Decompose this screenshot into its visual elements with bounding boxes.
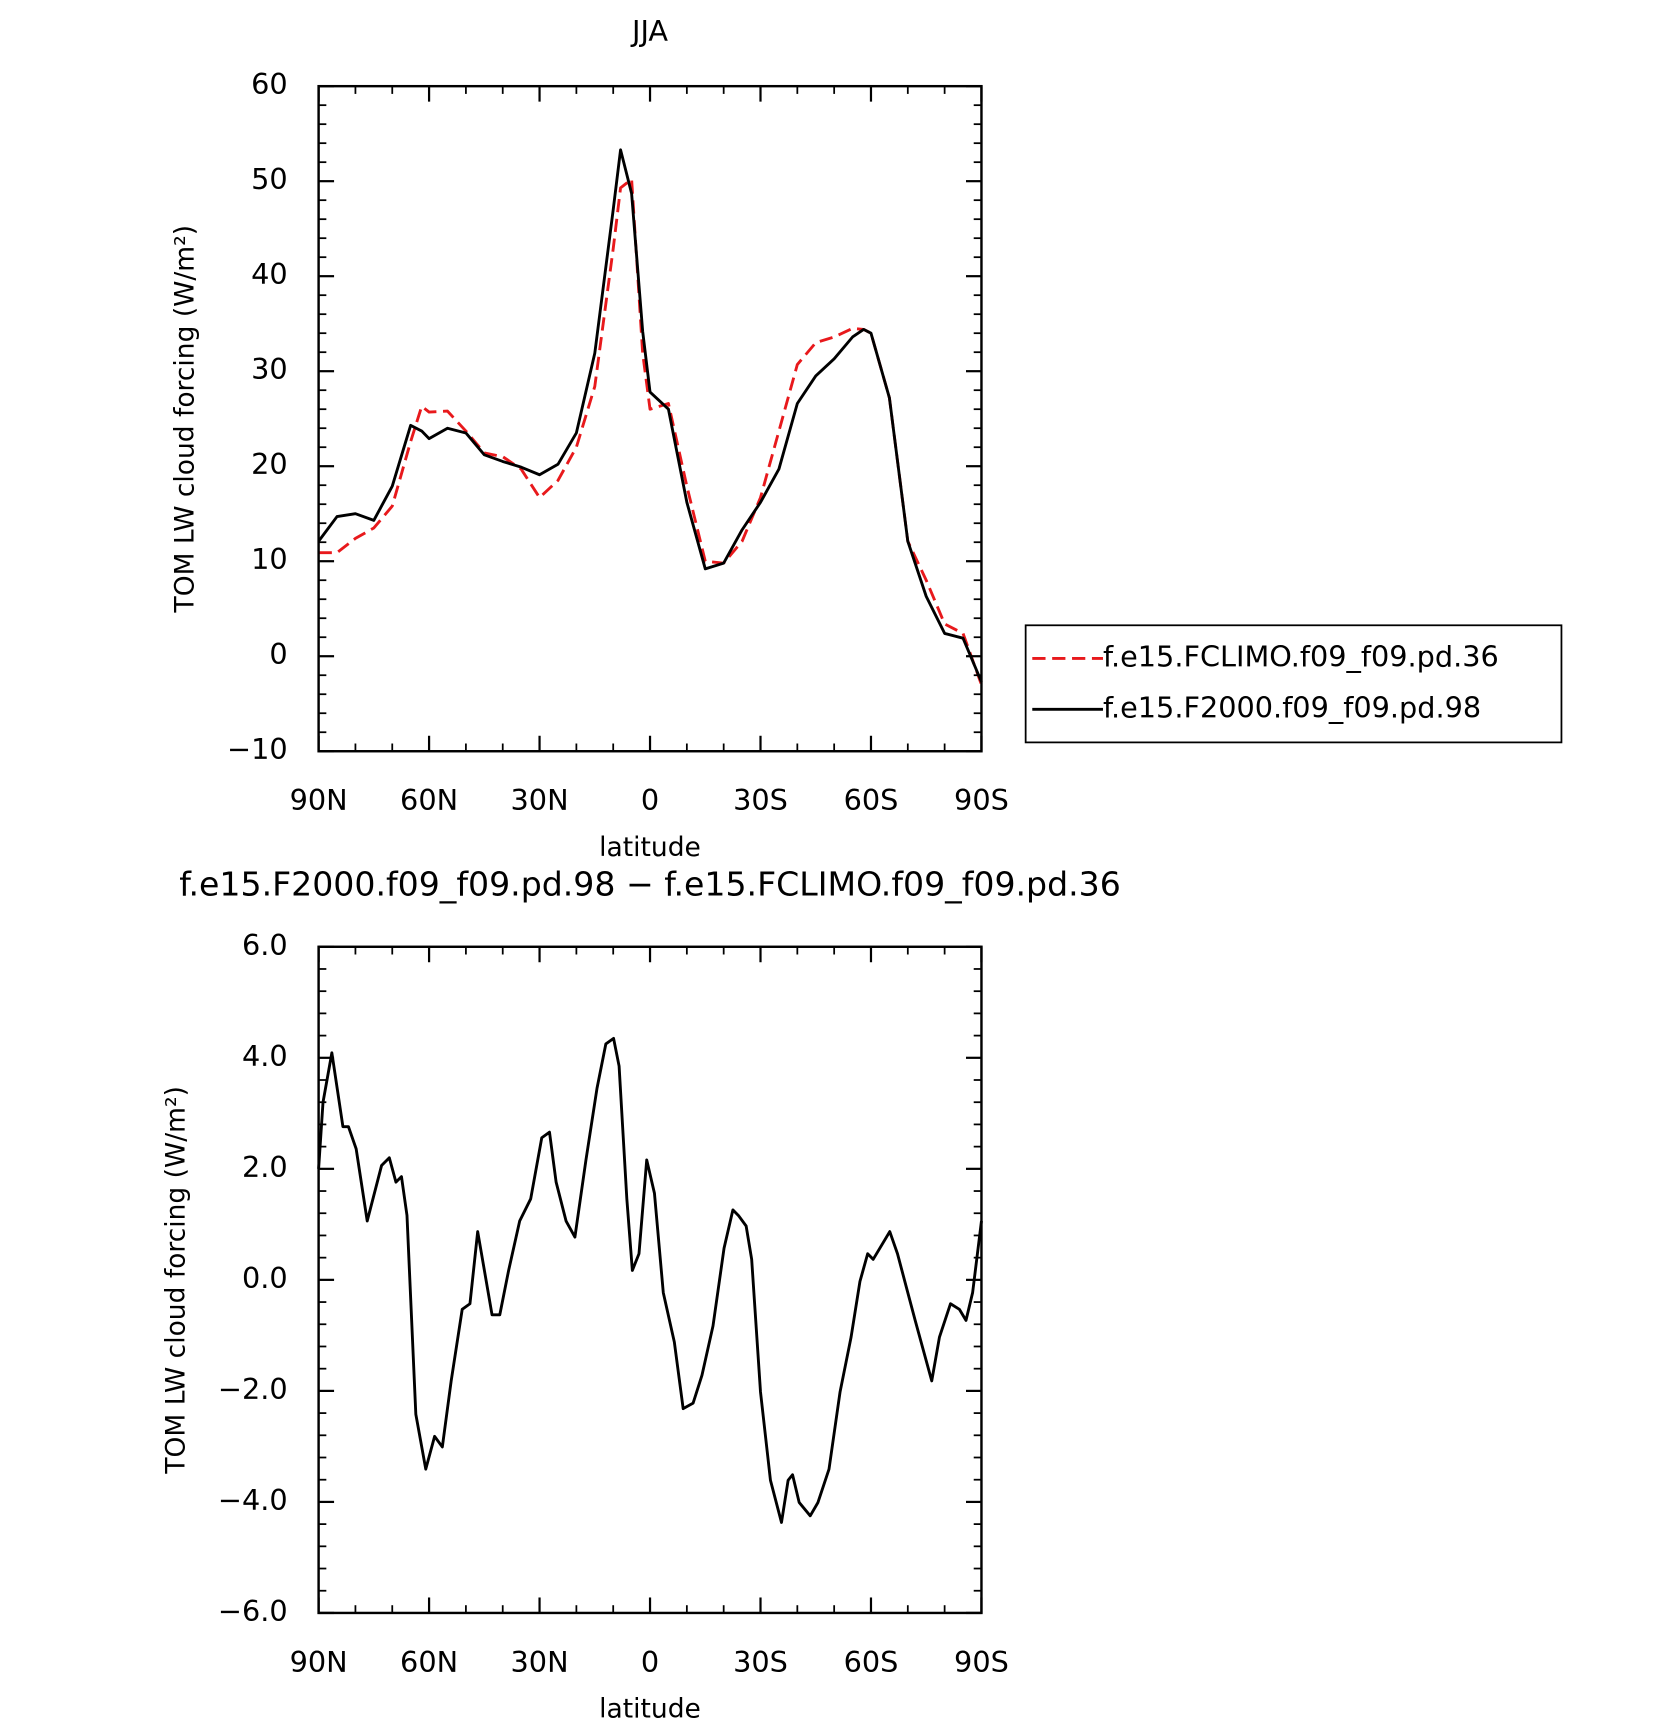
x-tick-label: 0 xyxy=(641,1645,659,1679)
chart-title: f.e15.F2000.f09_f09.pd.98 − f.e15.FCLIMO… xyxy=(179,865,1121,904)
y-tick-label: −10 xyxy=(227,732,288,766)
y-tick-label: 0.0 xyxy=(242,1261,288,1295)
y-tick-label: 60 xyxy=(251,67,288,101)
data-line xyxy=(317,1036,983,1524)
x-tick-label: 90S xyxy=(954,783,1009,817)
y-axis-label: TOM LW cloud forcing (W/m²) xyxy=(170,225,201,614)
data-line xyxy=(318,177,983,686)
x-tick-label: 60N xyxy=(400,783,458,817)
x-tick-label: 60S xyxy=(844,1645,899,1679)
y-axis-label: TOM LW cloud forcing (W/m²) xyxy=(161,1086,192,1475)
x-tick-label: 30N xyxy=(511,1645,569,1679)
x-tick-label: 90N xyxy=(290,783,348,817)
y-tick-label: 40 xyxy=(251,257,288,291)
y-tick-label: 10 xyxy=(251,542,288,576)
x-tick-label: 0 xyxy=(641,783,659,817)
x-tick-label: 30S xyxy=(733,1645,788,1679)
y-tick-label: 4.0 xyxy=(242,1039,288,1073)
y-tick-label: 6.0 xyxy=(242,928,288,962)
x-axis-label: latitude xyxy=(599,832,701,863)
y-tick-label: −2.0 xyxy=(218,1372,288,1406)
y-tick-label: −4.0 xyxy=(218,1483,288,1517)
x-tick-label: 90S xyxy=(954,1645,1009,1679)
x-tick-label: 30S xyxy=(733,783,788,817)
x-axis-label: latitude xyxy=(599,1694,701,1719)
data-line xyxy=(317,148,983,683)
x-tick-label: 30N xyxy=(511,783,569,817)
legend-label: f.e15.F2000.f09_f09.pd.98 xyxy=(1103,690,1481,724)
y-tick-label: 20 xyxy=(251,447,288,481)
x-tick-label: 90N xyxy=(290,1645,348,1679)
legend-label: f.e15.FCLIMO.f09_f09.pd.36 xyxy=(1103,639,1499,673)
x-tick-label: 60N xyxy=(400,1645,458,1679)
y-tick-label: 0 xyxy=(269,637,287,671)
x-tick-label: 60S xyxy=(844,783,899,817)
chart-title: JJA xyxy=(630,14,668,48)
y-tick-label: 50 xyxy=(251,162,288,196)
y-tick-label: −6.0 xyxy=(218,1594,288,1628)
legend-box xyxy=(1024,624,1563,744)
y-tick-label: 2.0 xyxy=(242,1150,288,1184)
y-tick-label: 30 xyxy=(251,352,288,386)
plot-frame xyxy=(317,945,983,1615)
